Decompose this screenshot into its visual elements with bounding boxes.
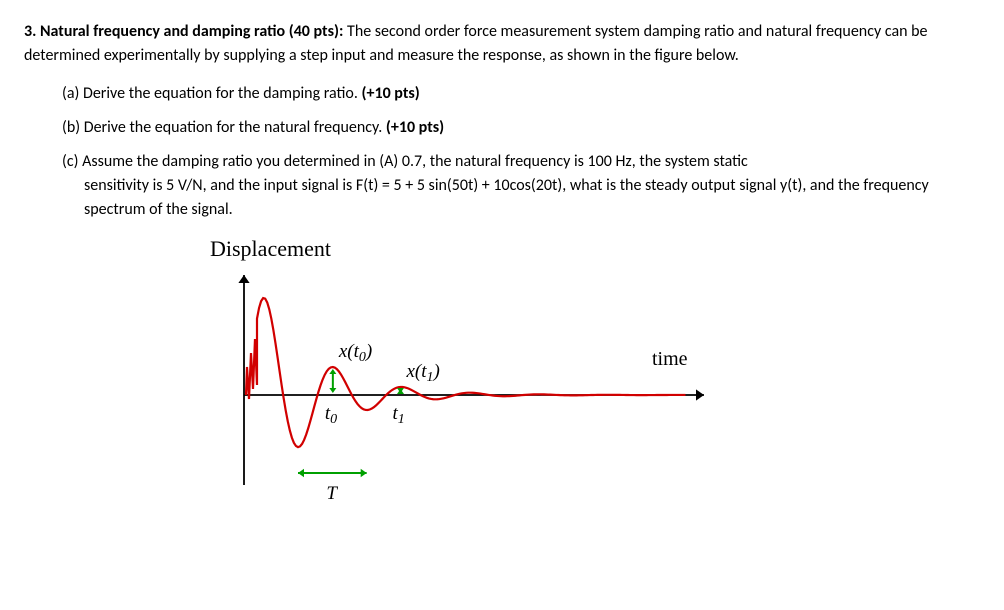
part-a-text: Derive the equation for the damping rati… bbox=[83, 84, 358, 103]
sub-part-a: (a) Derive the equation for the damping … bbox=[62, 82, 980, 106]
part-c-label: (c) bbox=[62, 152, 78, 171]
part-c-body: sensitivity is 5 V/N, and the input sign… bbox=[62, 174, 980, 222]
problem-number: 3. bbox=[24, 22, 36, 41]
problem-header: 3. Natural frequency and damping ratio (… bbox=[24, 20, 980, 68]
part-b-label: (b) bbox=[62, 118, 80, 137]
svg-text:x(t0): x(t0) bbox=[338, 341, 372, 365]
svg-text:x(t1): x(t1) bbox=[406, 361, 440, 385]
sub-parts: (a) Derive the equation for the damping … bbox=[24, 82, 980, 222]
part-a-points: (+10 pts) bbox=[362, 84, 420, 103]
part-b-text: Derive the equation for the natural freq… bbox=[84, 118, 383, 137]
damping-figure: time x(t0) x(t1) t0 t1 T bbox=[204, 265, 744, 515]
svg-text:t1: t1 bbox=[393, 403, 405, 427]
svg-text:T: T bbox=[326, 483, 338, 504]
sub-part-c: (c) Assume the damping ratio you determi… bbox=[62, 150, 980, 222]
part-c-line1: Assume the damping ratio you determined … bbox=[82, 152, 748, 171]
part-a-label: (a) bbox=[62, 84, 79, 103]
part-b-points: (+10 pts) bbox=[386, 118, 444, 137]
sub-part-b: (b) Derive the equation for the natural … bbox=[62, 116, 980, 140]
figure-area: Displacement time x(t0) x(t1) t0 t1 T bbox=[24, 232, 980, 515]
y-axis-label: Displacement bbox=[210, 232, 980, 265]
problem-title: Natural frequency and damping ratio (40 … bbox=[40, 22, 343, 41]
svg-text:t0: t0 bbox=[325, 403, 337, 427]
svg-text:time: time bbox=[652, 348, 688, 370]
